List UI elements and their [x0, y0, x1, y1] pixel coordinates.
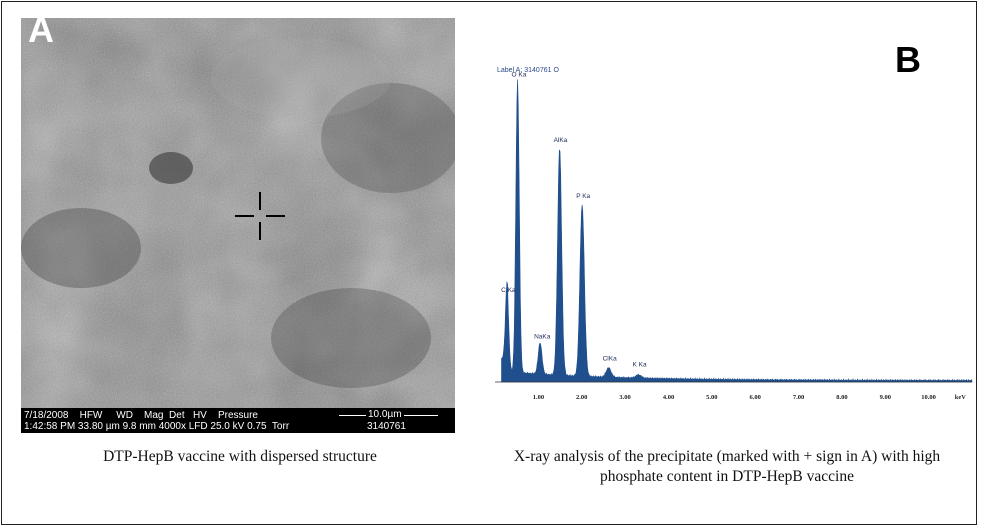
x-tick-label: 4.00	[663, 394, 674, 401]
sem-info-bar: 7/18/2008 HFW WD Mag Det HV Pressure 1:4…	[21, 408, 455, 433]
peak-label: K Ka	[633, 362, 647, 369]
spectrum-label: Label A: 3140761 O	[497, 67, 559, 74]
sem-texture	[21, 18, 455, 433]
scale-bar-label: 10.0µm	[366, 409, 404, 420]
sem-micrograph: 7/18/2008 HFW WD Mag Det HV Pressure 1:4…	[21, 18, 455, 433]
x-tick-label: 6.00	[750, 394, 761, 401]
peak-label: AlKa	[554, 137, 568, 144]
x-tick-label: 5.00	[706, 394, 717, 401]
x-tick-label: 2.00	[576, 394, 587, 401]
caption-b: X-ray analysis of the precipitate (marke…	[513, 448, 941, 485]
peak-label: C Ka	[501, 287, 516, 294]
peak-label: O Ka	[512, 72, 527, 79]
eds-spectrum-chart: 1.00 2.00 3.00 4.00 5.00 6.00 7.00 8.00 9.00 10.0…	[495, 72, 973, 401]
panel-letter-a: A	[28, 9, 54, 50]
x-tick-label: 9.00	[880, 394, 891, 401]
x-tick-label: 10.00	[921, 394, 936, 401]
x-axis-label: keV	[955, 394, 967, 401]
peak-label: P Ka	[576, 193, 590, 200]
x-tick-label: 7.00	[793, 394, 804, 401]
sample-id: 3140761	[367, 421, 406, 432]
crosshair-marker	[235, 192, 285, 240]
x-tick-label: 3.00	[619, 394, 630, 401]
spectrum-series	[501, 79, 973, 383]
sem-info-row-1: 7/18/2008 HFW WD Mag Det HV Pressure	[24, 410, 258, 421]
peak-label: ClKa	[603, 355, 617, 362]
peak-label: NaKa	[534, 334, 551, 341]
x-tick-label: 1.00	[533, 394, 544, 401]
x-tick-label: 8.00	[836, 394, 847, 401]
panel-letter-b: B	[895, 39, 921, 80]
sem-info-row-2: 1:42:58 PM 33.80 µm 9.8 mm 4000x LFD 25.…	[24, 421, 290, 432]
caption-a: DTP-HepB vaccine with dispersed structur…	[103, 448, 377, 465]
